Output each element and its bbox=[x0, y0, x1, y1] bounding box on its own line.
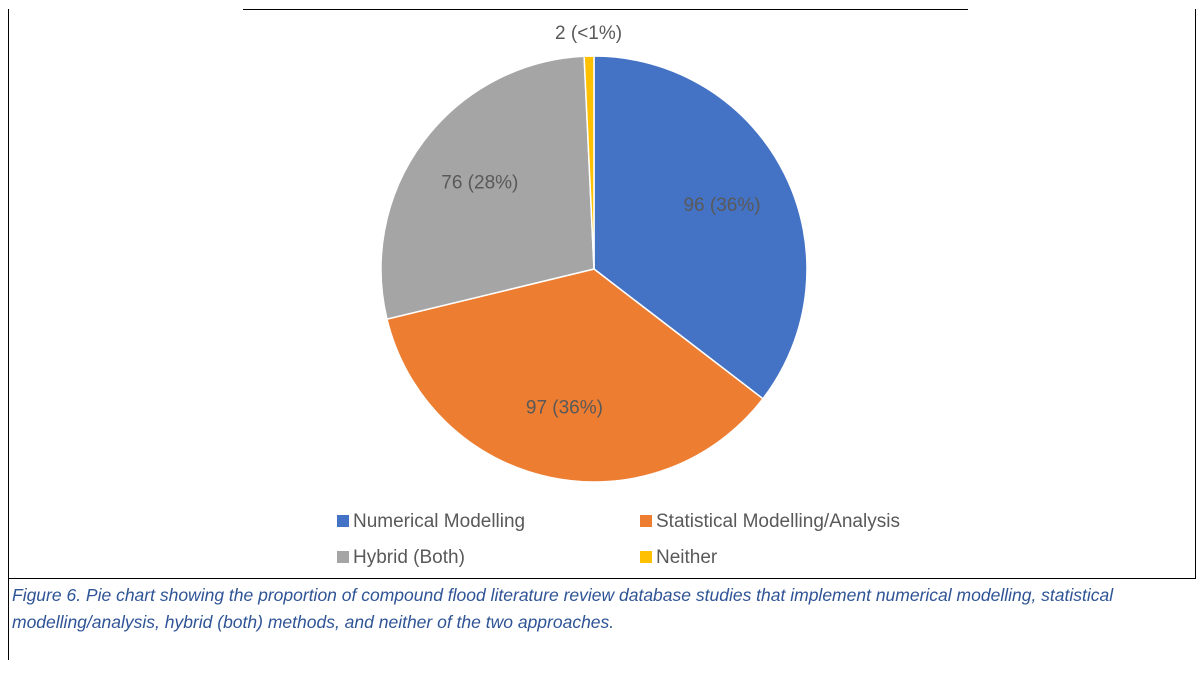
legend-swatch bbox=[337, 551, 349, 563]
legend-swatch bbox=[337, 515, 349, 527]
legend-swatch bbox=[640, 515, 652, 527]
pie-slice bbox=[386, 268, 764, 483]
caption: Figure 6. Pie chart showing the proporti… bbox=[12, 585, 1114, 632]
pie-slice bbox=[593, 55, 808, 400]
legend-swatch bbox=[640, 551, 652, 563]
legend-label: Hybrid (Both) bbox=[353, 547, 465, 568]
legend-label: Numerical Modelling bbox=[353, 511, 525, 532]
legend: Numerical Modelling Statistical Modelling… bbox=[337, 511, 900, 568]
data-label: 97 (36%) bbox=[526, 398, 603, 419]
data-label: 2 (<1%) bbox=[555, 23, 622, 44]
data-label: 96 (36%) bbox=[683, 195, 760, 216]
pie: 96 (36%) 97 (36%) 76 (28%) 2 (<1%) bbox=[380, 23, 808, 483]
pie-slice bbox=[380, 55, 595, 321]
data-label: 76 (28%) bbox=[441, 172, 518, 193]
chart: 96 (36%) 97 (36%) 76 (28%) 2 (<1%) Numerica… bbox=[8, 9, 1196, 580]
pie-slice bbox=[583, 55, 595, 270]
caption-frame bbox=[8, 578, 9, 660]
legend-label: Neither bbox=[656, 547, 718, 568]
legend-label: Statistical Modelling/Analysis bbox=[656, 511, 900, 532]
